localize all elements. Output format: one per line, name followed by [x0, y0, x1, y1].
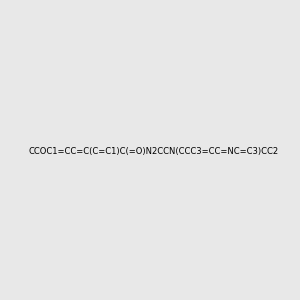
Text: CCOC1=CC=C(C=C1)C(=O)N2CCN(CCC3=CC=NC=C3)CC2: CCOC1=CC=C(C=C1)C(=O)N2CCN(CCC3=CC=NC=C3… [29, 147, 279, 156]
